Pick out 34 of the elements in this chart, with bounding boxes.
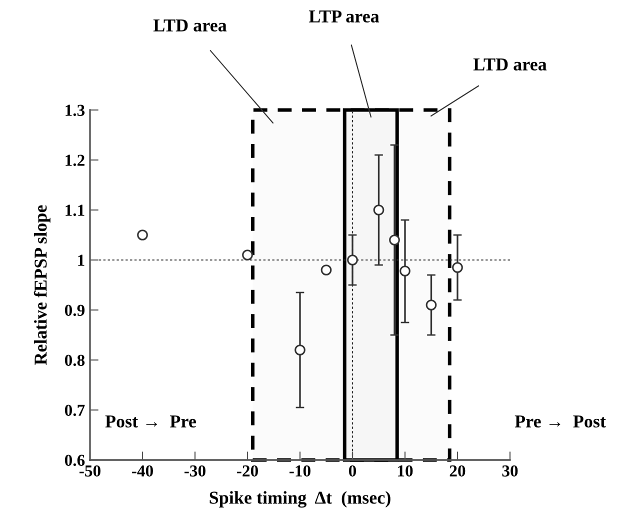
point	[137, 230, 148, 240]
x-tick-label: -30	[184, 465, 206, 477]
x-tick-label: -10	[290, 465, 310, 477]
point	[400, 266, 410, 276]
x-tick-label: -50	[80, 465, 100, 477]
y-tick-label: 0.6	[64, 454, 85, 466]
x-tick-label: 10	[398, 465, 413, 477]
point	[426, 300, 437, 310]
text: Pre → Post	[514, 416, 606, 428]
text: LTD area	[153, 20, 227, 32]
point	[242, 250, 253, 260]
point	[452, 262, 463, 273]
y-tick-label: 1	[78, 254, 84, 266]
x-axis-title: Spike timing Δt (msec)	[210, 491, 390, 508]
y-tick-label: 1.1	[66, 204, 84, 216]
y-tick-label: 0.7	[64, 404, 85, 416]
x-tick-label: 20	[450, 465, 466, 477]
x-tick-label: 30	[502, 465, 518, 477]
x-tick-label: -40	[132, 465, 153, 477]
text: LTP area	[308, 10, 380, 23]
y-tick-label: 1.3	[66, 104, 85, 116]
point	[373, 204, 384, 216]
point	[389, 234, 400, 246]
y-tick-label: 1.2	[66, 154, 84, 166]
x-tick-label: -20	[237, 465, 258, 477]
point	[347, 254, 358, 266]
x-tick-label: 0	[348, 465, 356, 477]
point	[294, 344, 306, 356]
y-tick-label: 0.8	[64, 354, 85, 366]
point	[320, 264, 332, 276]
y-tick-label: 0.9	[64, 304, 85, 316]
y-axis-title: Relative fEPSP slope	[34, 205, 50, 365]
annotation: Post → Pre	[105, 416, 196, 428]
text: LTD area	[473, 58, 547, 71]
